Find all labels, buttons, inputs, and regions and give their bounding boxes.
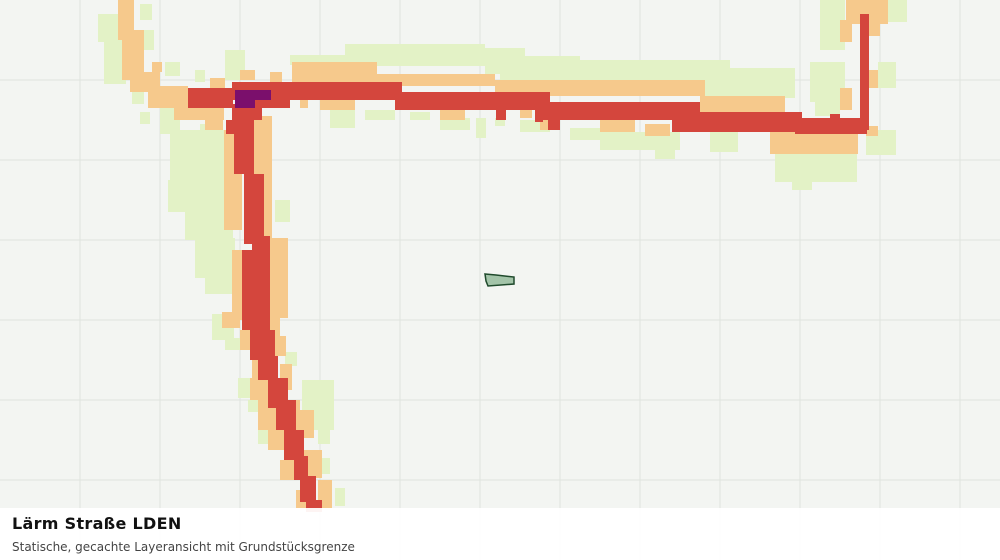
- layer-subtitle: Statische, gecachte Layeransicht mit Gru…: [12, 540, 355, 554]
- parcel-outline-icon[interactable]: [484, 273, 515, 287]
- noise-band-high: [188, 14, 869, 512]
- noise-band-max: [235, 90, 271, 108]
- layer-title: Lärm Straße LDEN: [12, 514, 182, 533]
- layer-caption: Lärm Straße LDEN Statische, gecachte Lay…: [0, 508, 1000, 560]
- noise-band-low: [98, 0, 907, 506]
